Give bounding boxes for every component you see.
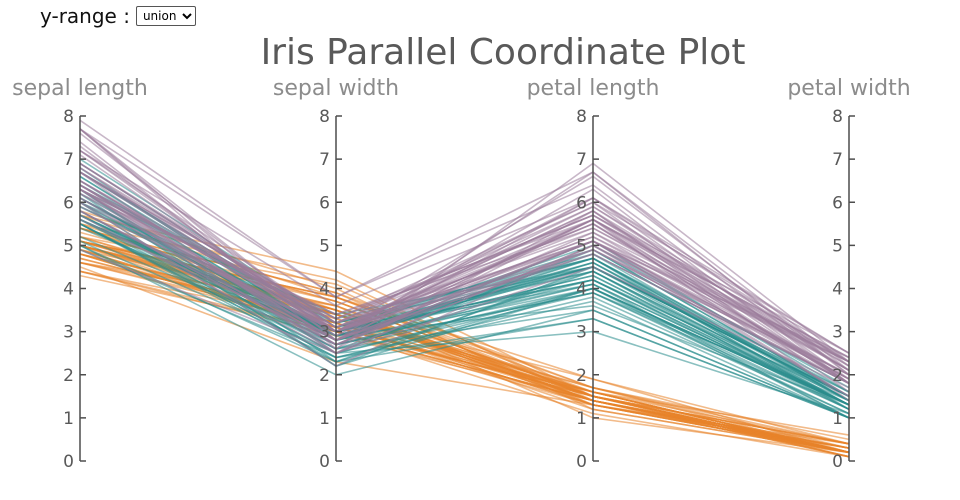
data-line [79,184,850,367]
tick-label: 6 [319,193,330,213]
tick-label: 8 [832,107,843,127]
y-range-select[interactable]: union [135,6,196,26]
axis-title: petal length [527,76,660,101]
data-line [79,171,850,354]
data-line [79,149,850,354]
tick-label: 7 [832,150,843,170]
tick-label: 5 [576,236,587,256]
axis[interactable]: petal width 0 1 2 3 4 5 6 7 8 [787,76,910,472]
tick-label: 2 [576,366,587,386]
chart-title: Iris Parallel Coordinate Plot [261,32,746,73]
data-line [79,128,850,376]
y-range-control: y-range : union [40,4,196,28]
tick-label: 2 [63,366,74,386]
tick-label: 0 [832,452,843,472]
data-line [79,223,850,419]
data-line [79,210,850,380]
axis[interactable]: sepal width 0 1 2 3 4 5 6 7 8 [273,76,399,472]
tick-label: 4 [319,280,330,300]
tick-label: 8 [576,107,587,127]
data-line [79,244,850,419]
tick-label: 8 [319,107,330,127]
tick-label: 8 [63,107,74,127]
tick-label: 5 [319,236,330,256]
tick-label: 0 [576,452,587,472]
tick-label: 3 [576,323,587,343]
tick-label: 1 [576,409,587,429]
series-virginica [79,119,850,402]
axis-title: sepal width [273,76,399,101]
data-line [79,240,850,415]
tick-label: 4 [832,280,843,300]
tick-label: 5 [832,236,843,256]
tick-label: 6 [576,193,587,213]
tick-label: 7 [576,150,587,170]
axes: sepal length 0 1 2 3 4 5 6 7 8 sepal width 0 1 2 3 4 5 6 7… [12,76,911,472]
tick-label: 2 [319,366,330,386]
tick-label: 3 [832,323,843,343]
data-lines [79,119,850,458]
tick-label: 2 [832,366,843,386]
y-range-label: y-range : [40,4,130,28]
data-line [79,192,850,363]
tick-label: 7 [319,150,330,170]
tick-label: 1 [832,409,843,429]
tick-label: 4 [576,280,587,300]
axis[interactable]: sepal length 0 1 2 3 4 5 6 7 8 [12,76,148,472]
data-line [79,180,850,376]
tick-label: 6 [832,193,843,213]
tick-label: 0 [63,452,74,472]
tick-label: 1 [63,409,74,429]
tick-label: 5 [63,236,74,256]
data-line [79,128,850,367]
tick-label: 1 [319,409,330,429]
data-line [79,201,850,397]
axis-title: sepal length [12,76,148,101]
data-line [79,171,850,359]
tick-label: 3 [319,323,330,343]
data-line [79,205,850,385]
tick-label: 6 [63,193,74,213]
tick-label: 4 [63,280,74,300]
axis[interactable]: petal length 0 1 2 3 4 5 6 7 8 [527,76,660,472]
tick-label: 3 [63,323,74,343]
data-line [79,223,850,406]
axis-title: petal width [787,76,910,101]
data-line [79,248,850,389]
tick-label: 0 [319,452,330,472]
tick-label: 7 [63,150,74,170]
